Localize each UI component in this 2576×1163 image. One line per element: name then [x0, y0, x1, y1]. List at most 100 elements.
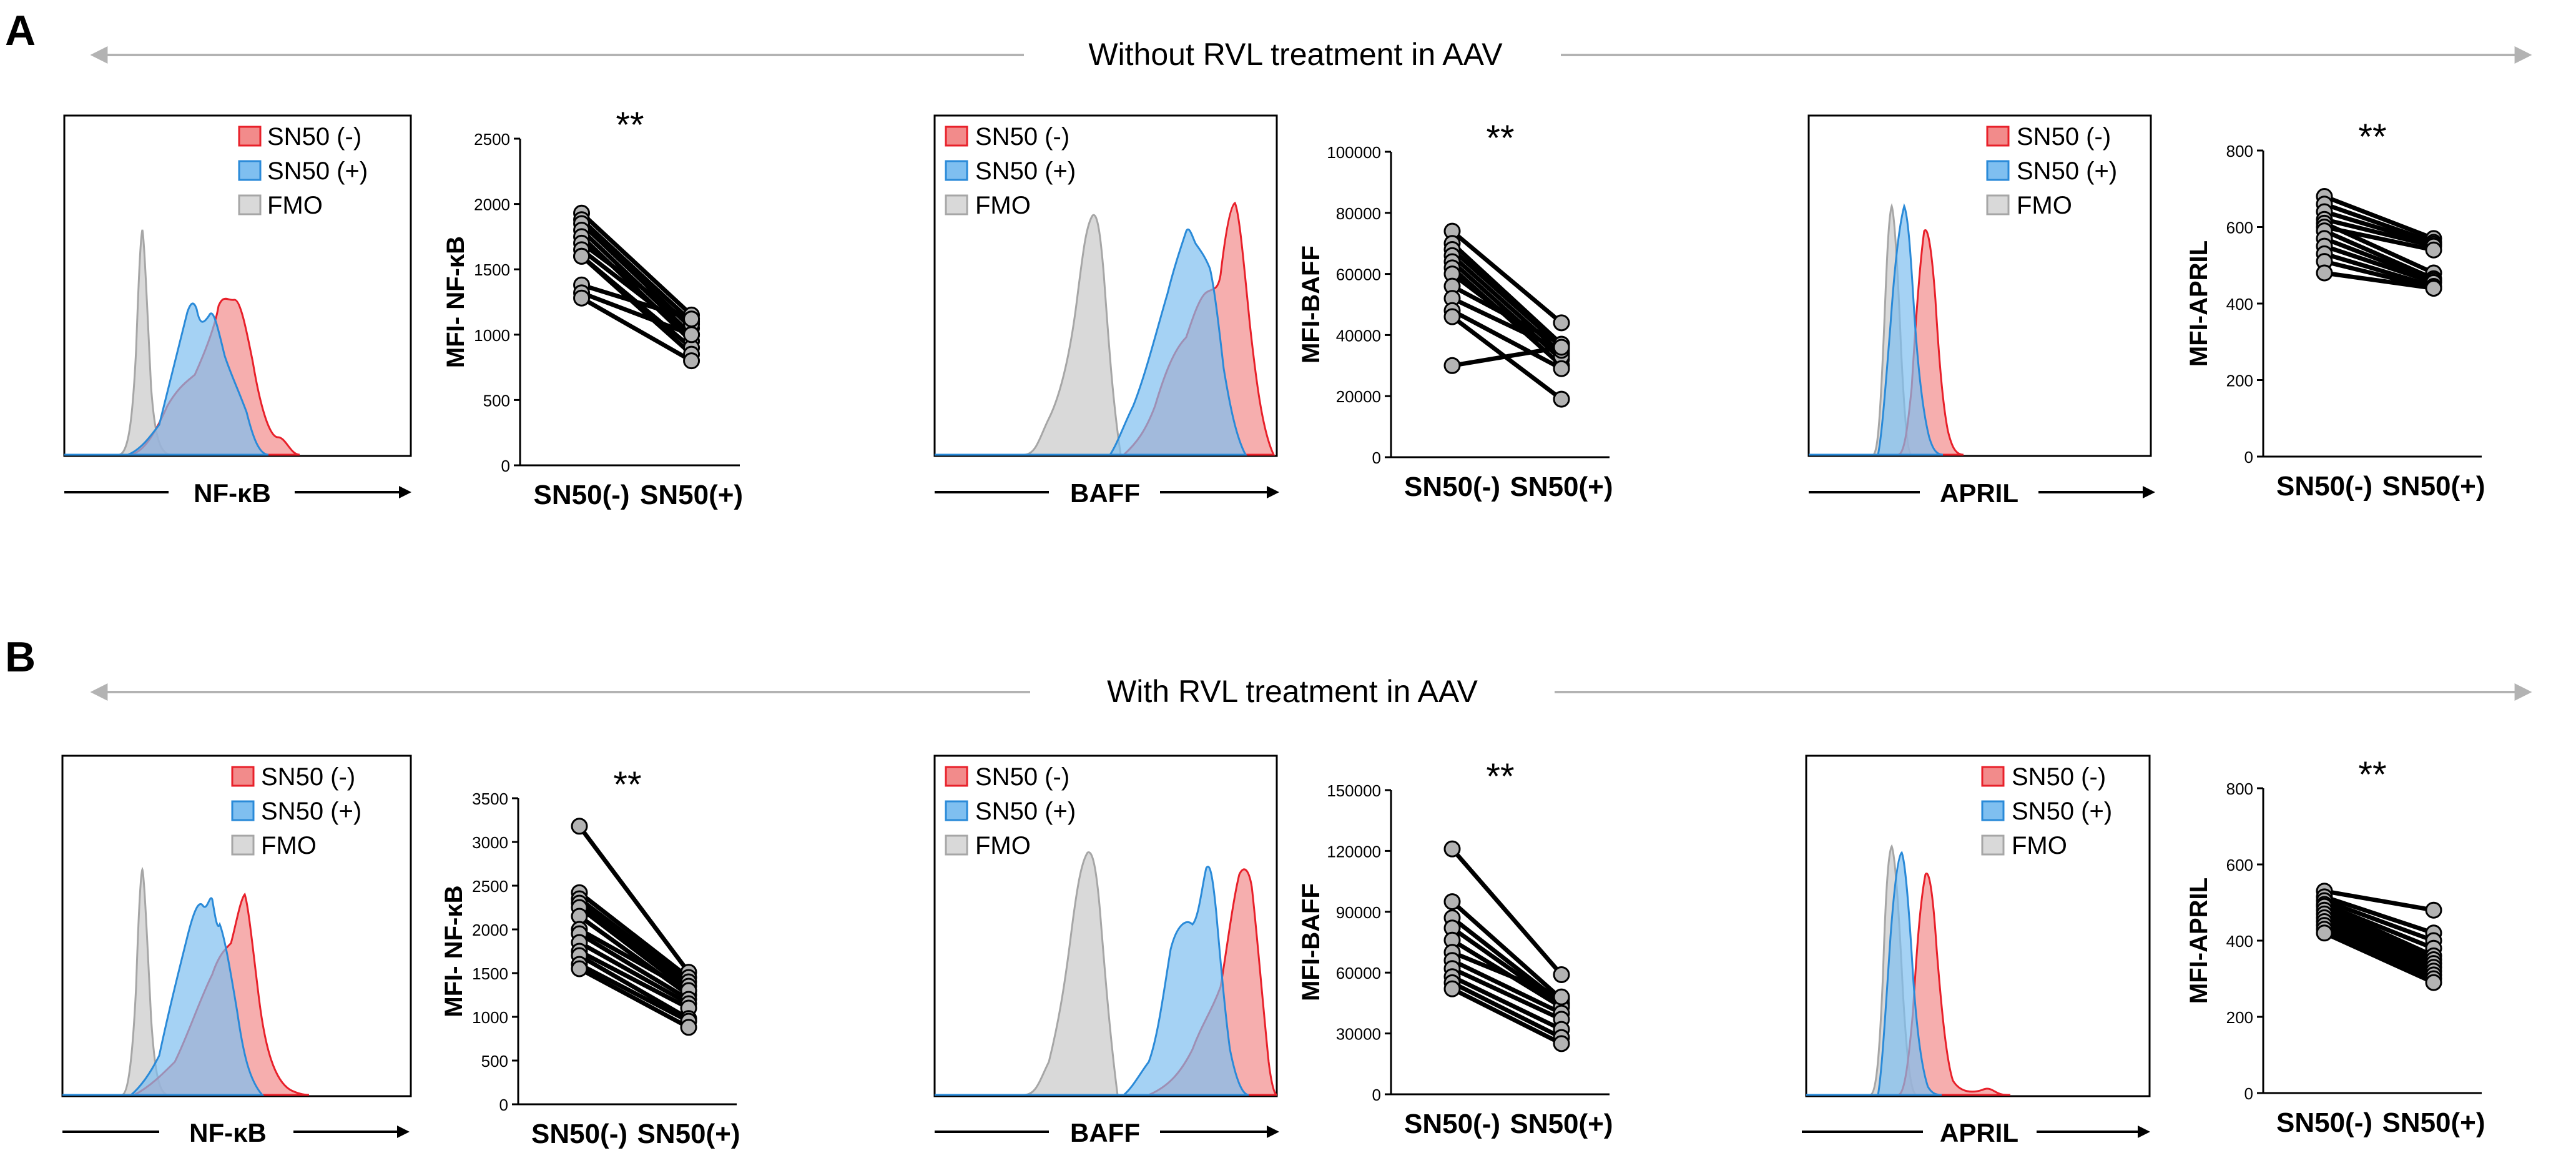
fmo-peak — [935, 214, 1122, 456]
y-tick-label: 400 — [2226, 295, 2253, 314]
data-point-sn50-pos — [1553, 988, 1570, 1006]
condition-title-a: Without RVL treatment in AAV — [1088, 37, 1503, 72]
y-tick-label: 20000 — [1336, 387, 1381, 406]
legend-swatch-sn50-neg — [238, 126, 262, 147]
y-tick-label: 1000 — [474, 326, 510, 345]
legend-label-sn50-pos: SN50 (+) — [975, 798, 1076, 825]
fmo-peak — [62, 866, 169, 1096]
legend-label-sn50-neg: SN50 (-) — [267, 123, 361, 151]
paired-line — [1451, 987, 1563, 1046]
paired-line — [578, 891, 691, 979]
histogram-legend: SN50 (-) SN50 (+) FMO — [945, 763, 1076, 859]
x-category-label: SN50(-) — [531, 1119, 627, 1149]
condition-title-b: With RVL treatment in AAV — [1107, 674, 1478, 709]
paired-line — [1451, 950, 1563, 999]
legend-label-sn50-neg: SN50 (-) — [2017, 123, 2111, 151]
data-point-sn50-neg — [573, 289, 591, 307]
x-category-label: SN50(+) — [1510, 472, 1613, 502]
histogram-nfkb-a: SN50 (-) SN50 (+) FMO NF-κB — [63, 114, 412, 508]
paired-line — [2323, 236, 2435, 283]
fmo-peak — [64, 229, 172, 456]
sn50-pos-peak — [62, 897, 265, 1096]
histogram-baff-a: SN50 (-) SN50 (+) FMO BAFF — [933, 114, 1279, 508]
legend-swatch-sn50-pos — [1986, 160, 2010, 181]
marker-axis: APRIL — [1809, 478, 2155, 508]
histogram-april-a: SN50 (-) SN50 (+) FMO APRIL — [1807, 114, 2155, 508]
paired-line — [1451, 958, 1563, 1016]
y-axis-label: MFI-BAFF — [1297, 883, 1325, 1001]
y-tick-label: 0 — [499, 1096, 508, 1114]
y-tick-label: 600 — [2226, 219, 2253, 237]
sn50-pos-peak — [64, 302, 269, 456]
paired-line — [2323, 894, 2435, 936]
x-category-label: SN50(+) — [1510, 1109, 1613, 1139]
data-point-sn50-pos — [683, 352, 701, 370]
data-point-sn50-neg — [1443, 980, 1461, 997]
marker-axis: APRIL — [1802, 1118, 2150, 1147]
y-tick-label: 2000 — [472, 921, 508, 939]
histogram-frame — [1805, 755, 2151, 1097]
legend-label-sn50-neg: SN50 (-) — [975, 123, 1069, 151]
y-tick-label: 120000 — [1327, 842, 1381, 861]
data-point-sn50-neg — [2316, 924, 2333, 942]
y-tick-label: 90000 — [1336, 903, 1381, 922]
legend-swatch-fmo — [238, 194, 262, 215]
y-axis-label: MFI- NF-κB — [442, 236, 469, 368]
y-tick-label: 100000 — [1327, 143, 1381, 162]
histogram-legend: SN50 (-) SN50 (+) FMO — [945, 123, 1076, 219]
paired-line — [2324, 217, 2434, 249]
paired-line — [578, 897, 691, 984]
data-point-sn50-pos — [683, 326, 701, 344]
marker-axis: NF-κB — [62, 1118, 410, 1147]
dot-plot-5: 0 30000 60000 90000 120000 150000 MFI-BAFF SN50… — [1297, 756, 1613, 1139]
legend-swatch-sn50-neg — [945, 766, 968, 787]
paired-line — [2323, 229, 2435, 281]
panel-a: A Without RVL treatment in AAV SN50 (-) … — [5, 7, 2532, 508]
y-tick-label: 3500 — [472, 789, 508, 808]
y-tick-label: 40000 — [1336, 326, 1381, 345]
data-point-sn50-pos — [683, 310, 701, 328]
paired-line — [1450, 926, 1563, 1007]
histogram-legend: SN50 (-) SN50 (+) FMO — [1986, 123, 2117, 219]
y-tick-label: 3000 — [472, 833, 508, 852]
paired-line — [581, 282, 692, 322]
paired-line — [1450, 247, 1563, 349]
data-point-sn50-neg — [571, 960, 588, 977]
y-tick-label: 500 — [483, 391, 510, 410]
dot-plot-1: 0 500 1000 1500 2000 2500 MFI- NF-κB SN50(-) SN5… — [442, 105, 743, 510]
data-point-sn50-neg — [1443, 893, 1461, 911]
x-category-label: SN50(-) — [1404, 472, 1500, 502]
legend-swatch-sn50-neg — [945, 126, 968, 147]
data-point-sn50-pos — [1553, 339, 1570, 356]
dot-plot-3: 0 200 400 600 800 MFI-APRIL SN50(-) SN50(+) ** — [2185, 117, 2485, 502]
y-tick-label: 800 — [2226, 142, 2253, 161]
legend-swatch-fmo — [945, 834, 968, 856]
y-tick-label: 0 — [1372, 1086, 1381, 1104]
legend-label-fmo: FMO — [2012, 832, 2067, 859]
legend-label-fmo: FMO — [261, 832, 317, 859]
paired-line — [1450, 229, 1563, 325]
legend-swatch-sn50-pos — [1981, 800, 2005, 821]
sn50-pos-peak — [935, 229, 1247, 456]
panel-label-a: A — [5, 7, 36, 54]
legend-label-sn50-pos: SN50 (+) — [2017, 157, 2117, 185]
data-point-sn50-pos — [1553, 360, 1570, 377]
paired-line — [578, 906, 691, 992]
paired-line — [1450, 847, 1563, 976]
data-point-sn50-pos — [2425, 901, 2442, 919]
y-tick-label: 500 — [481, 1052, 508, 1071]
y-tick-label: 200 — [2226, 1008, 2253, 1027]
paired-line — [1451, 296, 1563, 353]
histogram-legend: SN50 (-) SN50 (+) FMO — [231, 763, 361, 859]
histogram-april-b: SN50 (-) SN50 (+) FMO APRIL — [1802, 755, 2151, 1147]
paired-line — [580, 211, 693, 317]
y-tick-label: 80000 — [1336, 204, 1381, 223]
paired-line — [578, 901, 691, 988]
paired-line — [1451, 309, 1563, 371]
legend-label-sn50-neg: SN50 (-) — [261, 763, 355, 791]
paired-line — [580, 248, 693, 337]
data-point-sn50-neg — [1443, 308, 1461, 325]
paired-line — [580, 254, 693, 356]
